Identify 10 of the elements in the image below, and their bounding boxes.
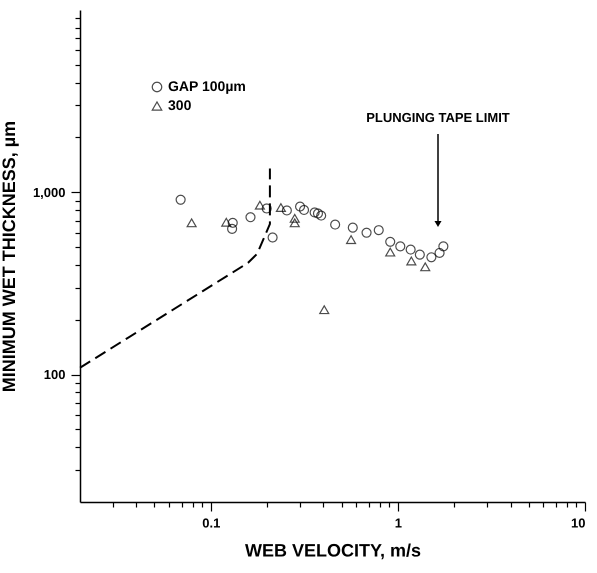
x-tick-label: 1 <box>394 516 402 530</box>
legend-label: 300 <box>168 97 192 113</box>
x-tick-label: 10 <box>571 516 586 530</box>
y-tick-label: 100 <box>44 367 66 382</box>
annotation: PLUNGING TAPE LIMIT <box>366 110 510 125</box>
legend-label: GAP 100µm <box>168 78 246 94</box>
x-tick-label: 0.1 <box>202 516 220 530</box>
x-axis-title: WEB VELOCITY, m/s <box>244 540 422 560</box>
y-axis-title: MINIMUM WET THICKNESS, µm <box>0 120 19 392</box>
y-tick-label: 1,000 <box>32 184 66 200</box>
